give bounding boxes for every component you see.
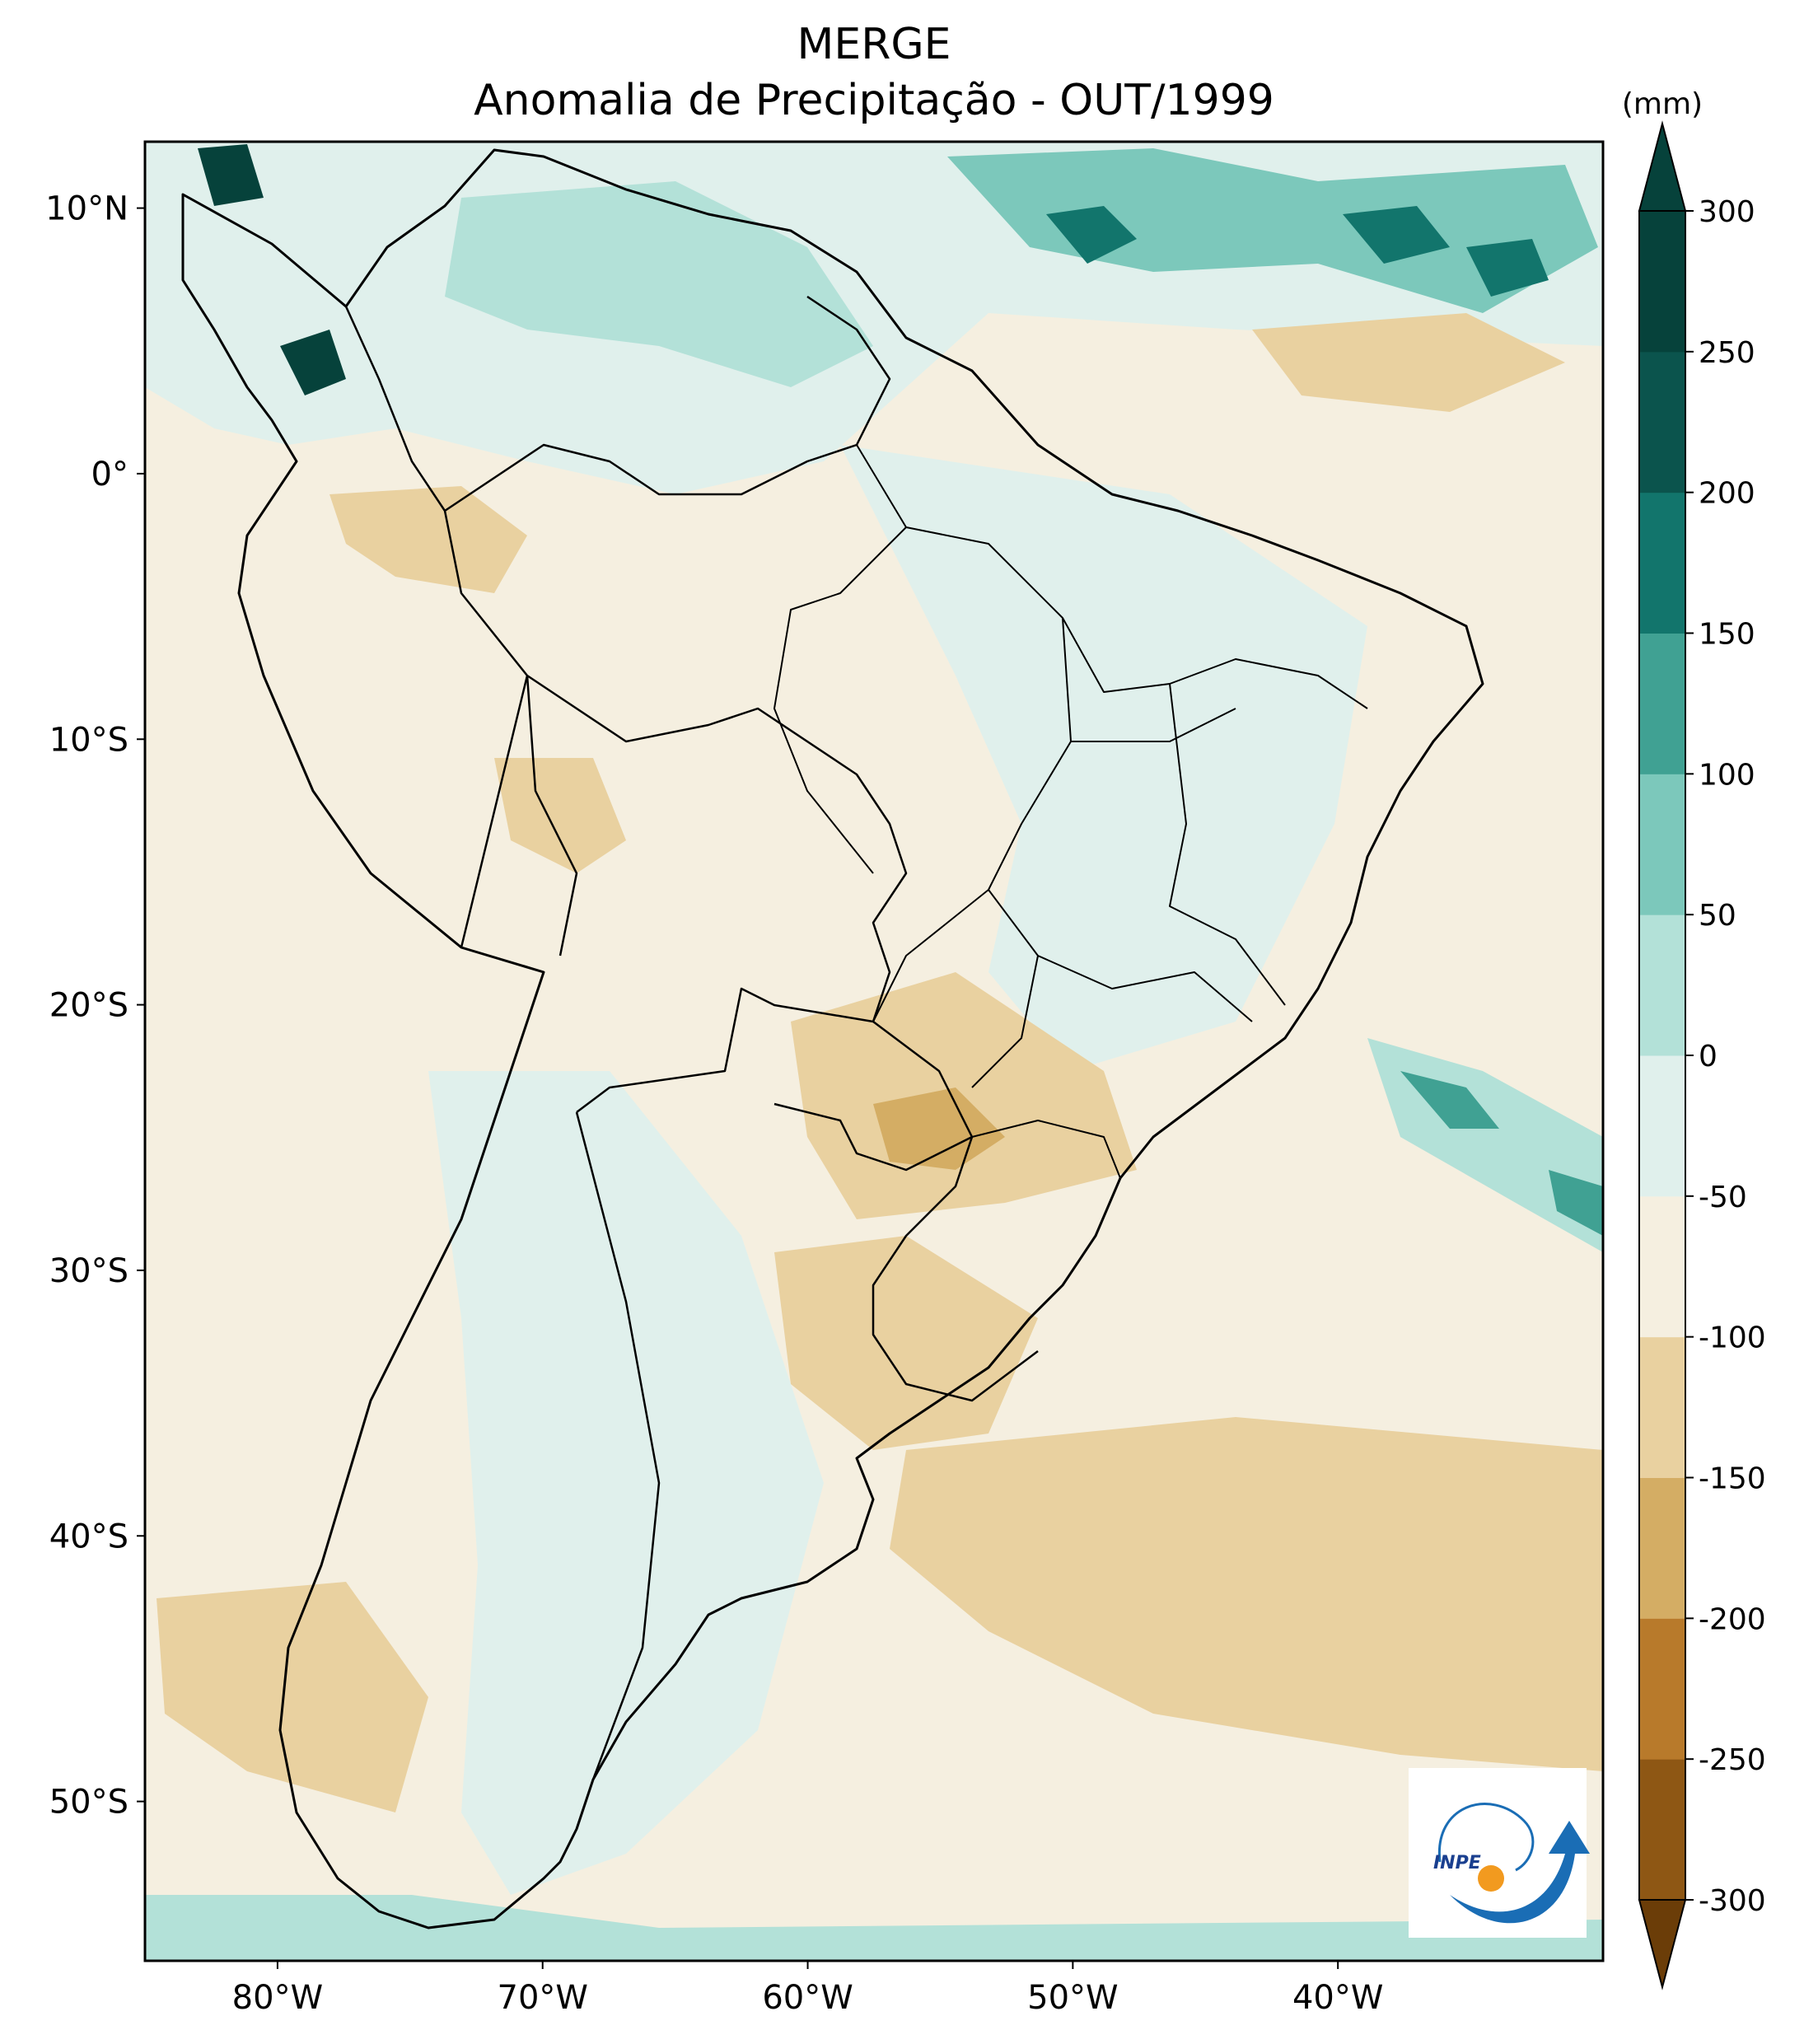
logo-arrow [1450,1821,1590,1924]
colorbar-tick-label: 200 [1699,477,1755,511]
colorbar-tick-label: 150 [1699,618,1755,652]
colorbar-extend-low [1638,1899,1687,1990]
colorbar-bin [1639,914,1685,1056]
colorbar-extend-high [1638,120,1687,212]
anomaly-field [145,142,1603,1961]
anomaly-negative-east-atlantic [1252,313,1565,412]
colorbar-bin [1639,211,1685,353]
colorbar-tick-label: -100 [1699,1321,1766,1355]
lat-tick-label: 40°S [49,1518,129,1555]
lon-tick-label: 70°W [498,1979,588,2017]
colorbar-bin [1639,1195,1685,1338]
lat-tick-label: 20°S [49,987,129,1025]
map-frame [143,140,1605,1962]
anomaly-negative-uruguay [774,1236,1038,1450]
coastlines-and-borders [181,148,1484,1929]
colorbar-bin [1639,1477,1685,1619]
colorbar-bin [1639,774,1685,915]
logo-orbit [1437,1803,1535,1872]
anomaly-positive-amazon [445,181,873,387]
lat-tick-label: 10°N [45,190,129,228]
chart-subtitle: Anomalia de Precipitação - OUT/1999 [474,76,1274,125]
lon-tick-label: 80°W [232,1979,323,2017]
lat-tick-label: 50°S [49,1784,129,1822]
colorbar-bin [1639,1055,1685,1197]
colorbar-tick-label: -250 [1699,1743,1766,1777]
anomaly-positive-south-band [145,1895,1603,1961]
colorbar-tick-label: 0 [1699,1040,1718,1073]
lon-tick-label: 50°W [1027,1979,1118,2017]
anomaly-strong-atlantic [1400,1071,1603,1236]
anomaly-strong-colombia [198,144,346,395]
logo-sun [1478,1865,1504,1892]
continent-outline [181,148,1484,1929]
anomaly-negative-peru [329,486,626,873]
colorbar-bin [1639,1336,1685,1478]
anomaly-negative-south-atlantic [890,1417,1603,1771]
inpe-logo: INPE [1409,1768,1590,1938]
anomaly-strong-paraguay [873,1087,1005,1170]
lon-tick-label: 40°W [1292,1979,1383,2017]
lat-tick-label: 0° [91,456,129,493]
chart-title: MERGE [797,20,951,69]
logo-text: INPE [1433,1853,1481,1873]
anomaly-negative-pacific-south [157,1582,428,1812]
colorbar-tick-label: 50 [1699,899,1736,933]
colorbar-bin [1639,633,1685,774]
colorbar-tick-label: -300 [1699,1884,1766,1918]
colorbar-bin [1639,351,1685,493]
colorbar-bin [1639,1759,1685,1901]
latitude-tick-labels: 10°N 0° 10°S 20°S 30°S 40°S 50°S [45,190,145,1822]
colorbar-bin [1639,492,1685,634]
anomaly-positive-caribbean [947,148,1598,313]
country-borders [344,295,1039,1780]
colorbar-tick-label: 100 [1699,758,1755,792]
colorbar-tick-label: -150 [1699,1462,1766,1496]
lat-tick-label: 10°S [49,721,129,759]
colorbar: 300 250 200 150 100 50 0 -50 -100 -150 -200 -250 -30… [1638,120,1766,1990]
anomaly-positive-central-brazil [840,445,1367,1071]
anomaly-positive-andes-south [428,1071,824,1895]
colorbar-tick-label: -50 [1699,1181,1747,1214]
lat-tick-label: 30°S [49,1252,129,1290]
brazil-state-borders [773,444,1368,1179]
colorbar-tick-label: 250 [1699,336,1755,370]
colorbar-unit: (mm) [1622,87,1703,121]
colorbar-bin [1639,1618,1685,1760]
colorbar-tick-label: 300 [1699,195,1755,229]
longitude-tick-labels: 80°W 70°W 60°W 50°W 40°W [232,1961,1383,2017]
anomaly-strong-caribbean [1046,206,1549,297]
colorbar-tick-label: -200 [1699,1602,1766,1636]
lon-tick-label: 60°W [762,1979,853,2017]
